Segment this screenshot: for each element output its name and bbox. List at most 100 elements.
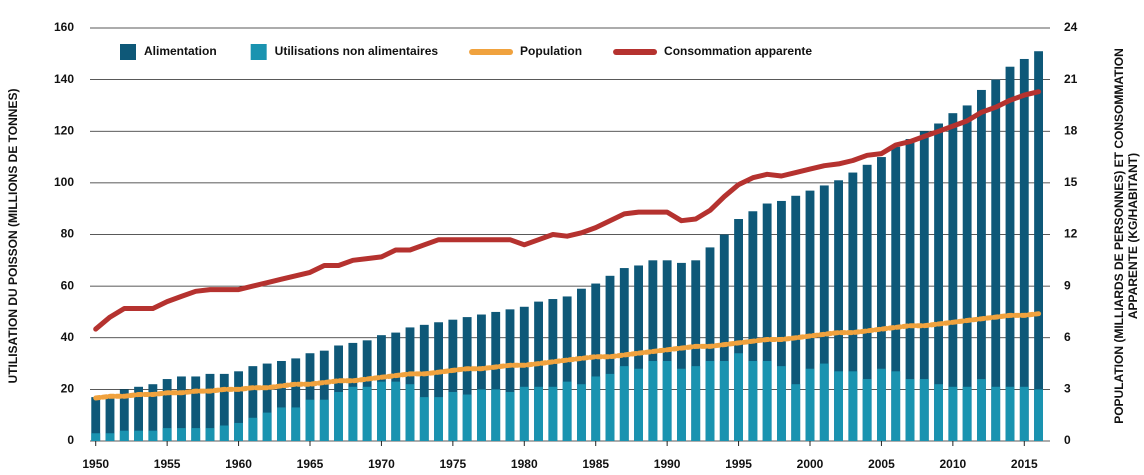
bar: [819, 185, 829, 441]
bar: [234, 371, 243, 441]
bar: [962, 386, 972, 441]
bar: [362, 386, 372, 441]
bar: [519, 386, 529, 441]
bar: [119, 389, 129, 441]
y-tick-label: 60: [61, 278, 75, 292]
bar: [219, 373, 229, 441]
bar: [248, 366, 258, 441]
y2-tick-label: 21: [1064, 72, 1078, 86]
legend-label: Alimentation: [144, 44, 217, 58]
bar: [305, 399, 315, 441]
legend-label: Population: [520, 44, 582, 58]
y2-tick-label: 0: [1064, 433, 1071, 447]
bar: [848, 371, 858, 441]
bar: [391, 381, 401, 441]
bar: [1005, 386, 1015, 441]
bar: [277, 407, 286, 441]
bar: [619, 366, 629, 441]
legend-swatch: [120, 44, 136, 60]
bar: [205, 428, 215, 441]
bar: [262, 363, 272, 441]
bar: [491, 389, 501, 441]
bar: [934, 384, 943, 441]
bar: [862, 379, 872, 441]
bar: [105, 394, 115, 441]
x-tick-label: 1985: [582, 457, 609, 471]
y2-tick-label: 15: [1064, 175, 1078, 189]
bar: [419, 324, 429, 441]
bar: [762, 360, 772, 441]
bar: [605, 373, 615, 441]
bar: [891, 146, 901, 442]
x-tick-label: 1975: [440, 457, 467, 471]
bar: [1019, 386, 1029, 441]
x-tick-label: 2015: [1011, 457, 1038, 471]
x-tick-label: 1960: [225, 457, 252, 471]
bar: [877, 157, 886, 441]
bar: [805, 368, 815, 441]
bar: [319, 350, 329, 441]
x-tick-label: 1980: [511, 457, 538, 471]
y2-tick-label: 18: [1064, 123, 1078, 137]
bar: [277, 360, 286, 441]
bar: [91, 397, 101, 441]
bar: [862, 164, 872, 441]
bar: [819, 363, 829, 441]
bar: [1034, 51, 1043, 441]
bar: [305, 353, 315, 441]
x-tick-label: 2010: [940, 457, 967, 471]
y2-tick-label: 12: [1064, 227, 1078, 241]
bar: [548, 386, 558, 441]
bar: [177, 428, 186, 441]
bar: [748, 360, 758, 441]
bar: [591, 283, 601, 441]
y2-axis-title: POPULATION (MILLIARDS DE PERSONNES) ET C…: [1112, 48, 1126, 424]
bar: [419, 397, 429, 441]
bar: [805, 190, 815, 441]
bar: [719, 234, 729, 441]
y2-tick-label: 3: [1064, 382, 1071, 396]
bar: [977, 379, 986, 441]
legend-label: Utilisations non alimentaires: [275, 44, 439, 58]
bar: [191, 428, 201, 441]
x-tick-label: 1950: [82, 457, 109, 471]
y2-tick-label: 24: [1064, 20, 1078, 34]
y-tick-label: 40: [61, 330, 75, 344]
bar: [1019, 58, 1029, 441]
bar: [119, 430, 129, 441]
bar: [1034, 389, 1043, 441]
bar: [791, 195, 801, 441]
bar: [991, 386, 1001, 441]
bar: [662, 360, 672, 441]
bar: [248, 417, 258, 441]
y-tick-label: 120: [54, 123, 74, 137]
bar: [505, 391, 515, 441]
bar: [148, 384, 158, 441]
bar: [719, 360, 729, 441]
bar: [334, 391, 343, 441]
bar: [1005, 66, 1015, 441]
y-tick-label: 20: [61, 382, 75, 396]
bar: [291, 358, 301, 441]
bar: [791, 384, 801, 441]
bar: [948, 113, 958, 442]
bar: [219, 425, 229, 441]
bar: [834, 371, 843, 441]
bar: [348, 386, 358, 441]
y-tick-label: 0: [67, 433, 74, 447]
bar: [677, 262, 686, 441]
bar: [291, 407, 301, 441]
bar: [448, 319, 458, 441]
y-tick-label: 80: [61, 227, 75, 241]
y-axis-title: UTILISATION DU POISSON (MILLIONS DE TONN…: [6, 89, 20, 384]
legend-swatch: [250, 44, 267, 60]
bar: [905, 138, 915, 441]
y-tick-label: 160: [54, 20, 74, 34]
legend-label: Consommation apparente: [664, 44, 812, 58]
line: [93, 311, 1042, 401]
y2-axis-title: APPARENTE (KG/HABITANT): [1126, 153, 1140, 319]
x-tick-label: 1990: [654, 457, 681, 471]
bar: [591, 376, 601, 441]
bar: [848, 172, 858, 442]
bar: [205, 373, 215, 441]
